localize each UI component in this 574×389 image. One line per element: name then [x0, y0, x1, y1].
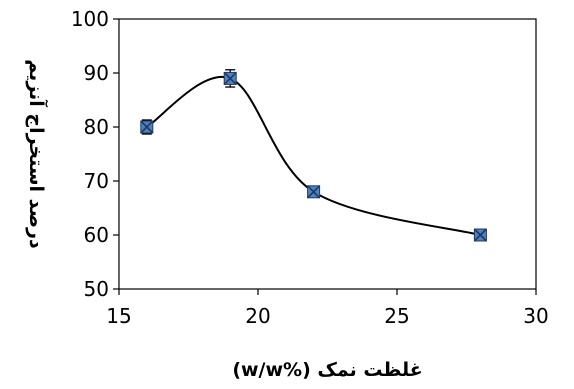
x-tick-label: 30: [523, 304, 548, 328]
x-tick-label: 15: [106, 304, 131, 328]
plot-area-frame: [118, 18, 537, 290]
data-point: [307, 185, 321, 199]
y-tick-label: 70: [84, 169, 109, 193]
y-tick-label: 50: [84, 277, 109, 301]
y-axis-title: درصد استخراج آنزیم: [25, 59, 49, 249]
y-tick-label: 80: [84, 115, 109, 139]
data-point-cross: [140, 120, 154, 134]
series-line: [146, 75, 481, 236]
y-tick-label: 60: [84, 223, 109, 247]
x-axis-title: غلظت نمک (%w/w): [232, 359, 422, 381]
data-point: [223, 71, 237, 85]
data-point: [473, 228, 487, 242]
data-point-cross: [473, 228, 487, 242]
data-point-cross: [307, 185, 321, 199]
data-point: [140, 120, 154, 134]
data-point-cross: [223, 71, 237, 85]
y-tick-label: 100: [71, 7, 109, 31]
x-tick-label: 25: [384, 304, 409, 328]
x-tick-label: 20: [245, 304, 270, 328]
y-tick-label: 90: [84, 61, 109, 85]
